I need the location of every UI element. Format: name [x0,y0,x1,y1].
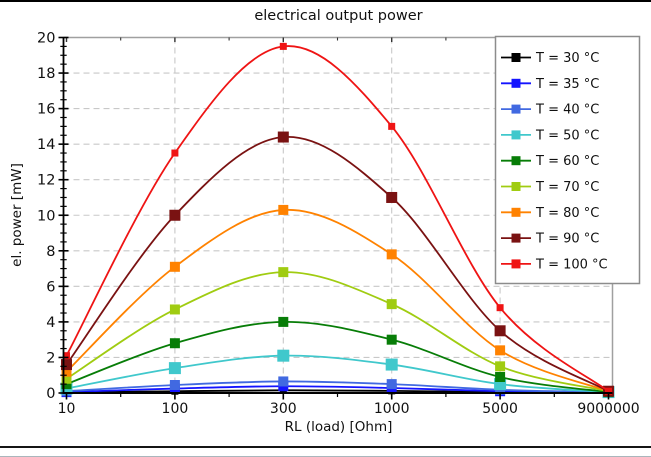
x-axis: 10 100 300 1000 5000 9000000 [58,392,640,417]
legend-marker-swatch [511,233,521,243]
curve-90 [65,136,609,393]
curve-70 [66,271,609,393]
marker [169,261,180,272]
legend-label: T = 30 °C [535,51,599,66]
y-tick-label: 4 [46,315,55,331]
legend-item: T = 70 °C [501,180,599,195]
legend-label: T = 40 °C [535,103,599,118]
x-tick-label: 1000 [374,401,410,417]
y-tick-label: 16 [37,102,55,118]
x-axis-label: RL (load) [Ohm] [284,419,393,435]
legend-marker-swatch [511,104,521,114]
y-axis: 0 2 4 6 8 10 12 14 16 18 20 [37,31,69,402]
y-tick-label: 20 [37,31,55,47]
legend-item: T = 60 °C [501,154,599,169]
marker [278,267,289,278]
legend-label: T = 50 °C [535,128,599,143]
window-top-edge [0,0,651,2]
marker [386,249,397,260]
marker [495,372,506,383]
legend-item: T = 80 °C [501,206,599,221]
marker [277,131,289,143]
legend-marker-swatch [511,53,521,62]
marker [388,122,396,130]
marker [61,359,72,371]
legend-label: T = 60 °C [535,154,599,169]
marker [386,379,397,390]
legend-item: T = 50 °C [501,128,599,143]
marker [605,387,612,395]
marker [496,304,504,312]
legend-marker-swatch [511,182,521,191]
y-tick-label: 12 [37,173,55,189]
marker [386,191,398,203]
marker [169,209,181,221]
legend-item: T = 100 °C [501,257,608,272]
legend: T = 30 °C T = 35 °C T = 40 °C T = 50 °C T = … [494,35,641,285]
legend-label: T = 100 °C [535,257,608,272]
legend-item: T = 35 °C [501,77,599,92]
marker [385,358,398,371]
marker [495,361,506,372]
marker [63,352,70,360]
grid [63,37,613,393]
marker [386,299,397,310]
marker [169,338,180,349]
marker [278,316,289,327]
y-tick-label: 14 [37,137,55,153]
marker [386,334,397,345]
legend-marker-swatch [511,78,521,88]
marker [278,204,289,215]
x-tick-label: 10 [58,401,76,417]
curve-50 [66,354,609,394]
marker [278,376,289,387]
marker [495,345,506,356]
marker [494,325,506,337]
legend-item: T = 90 °C [501,232,599,247]
x-tick-label: 5000 [482,401,518,417]
legend-marker-swatch [511,207,521,217]
legend-item: T = 30 °C [501,51,599,66]
marker [277,349,290,362]
curve-60 [66,320,609,394]
x-tick-label: 300 [270,401,297,417]
legend-marker-swatch [511,259,521,269]
marker [61,373,72,384]
y-tick-label: 6 [46,279,55,295]
y-tick-label: 10 [37,208,55,224]
legend-marker-swatch [511,156,521,166]
legend-item: T = 40 °C [501,103,599,118]
marker [169,380,180,391]
marker [169,304,180,315]
y-tick-label: 0 [46,386,55,402]
window-bottom-rule [0,446,651,448]
y-axis-label: el. power [mW] [9,163,25,267]
marker [61,366,72,377]
marker [279,42,287,50]
legend-label: T = 70 °C [535,180,599,195]
legend-marker-swatch [511,130,521,140]
chart-title: electrical output power [254,8,423,24]
x-tick-label: 100 [162,401,189,417]
curve-40 [66,380,609,394]
y-tick-label: 8 [46,244,55,260]
y-tick-label: 2 [46,350,55,366]
series-100 [63,42,612,395]
legend-label: T = 80 °C [535,206,599,221]
curve-35 [66,385,609,394]
y-tick-label: 18 [37,66,55,82]
series-lines [60,42,615,399]
marker [171,149,179,157]
x-tick-label: 9000000 [577,401,639,417]
marker [168,362,181,375]
legend-label: T = 35 °C [535,77,599,92]
legend-label: T = 90 °C [535,232,599,247]
